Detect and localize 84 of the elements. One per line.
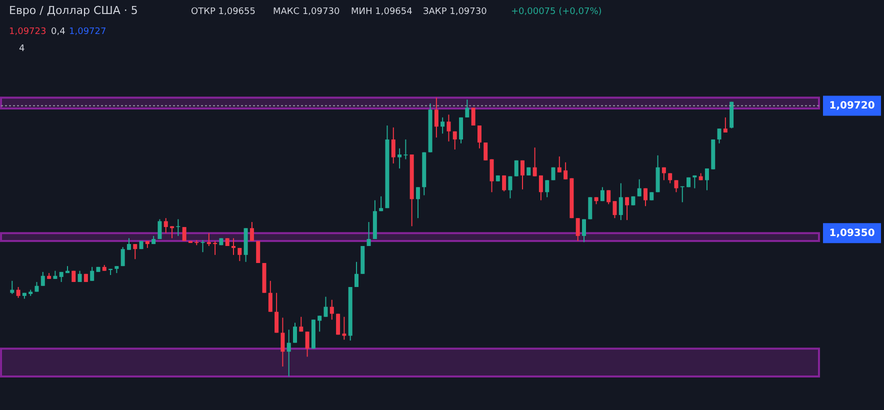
candlestick [600,186,604,202]
candlestick [342,316,346,340]
candlestick [625,196,630,221]
ref-line-label: 1,09350 [829,228,875,240]
candlestick [250,222,254,242]
candlestick [280,317,285,367]
candlestick [354,261,358,288]
text: 4 [19,44,25,54]
candlestick [232,238,236,256]
chart-title: Евро / Доллар США · 5 [9,4,138,17]
candlestick [434,97,438,138]
candlestick [662,166,666,181]
candlestick [440,116,445,134]
candlestick [532,147,537,177]
candlestick [274,292,279,334]
candlestick [692,174,697,189]
candlestick [305,331,310,358]
candlestick [459,116,464,144]
candlestick [618,182,623,221]
candlestick [717,128,722,144]
candlestick [126,238,131,250]
candlestick [446,114,451,142]
text: +0,00075 (+0,07%) [511,7,602,17]
candlestick [564,162,568,180]
candlestick [637,178,642,197]
candlestick [200,240,205,253]
candlestick [538,174,543,201]
candlestick [78,270,82,282]
candlestick [704,168,709,191]
candlestick [612,200,617,219]
ref-line-label: 1,09720 [829,100,875,112]
candlestick [643,188,648,207]
candlestick [16,286,20,298]
candlestick [668,172,672,184]
text: МИН 1,09654 [351,7,413,17]
candlestick [133,244,138,260]
candlestick [484,142,488,161]
candlestick [545,180,550,198]
candlestick [588,196,592,220]
candlestick [477,125,482,149]
candlestick [366,222,371,246]
text: ОТКР 1,09655 [191,7,256,17]
candlestick [268,280,272,312]
candlestick [324,296,328,318]
candlestick [286,329,291,378]
candlestick [40,271,45,286]
candlestick [238,247,242,262]
candlestick [416,186,420,219]
candlestick [557,156,562,173]
candlestick [120,246,125,267]
candlestick [582,218,586,243]
candlestick [606,190,611,205]
candlestick [404,138,408,160]
candlestick [170,226,174,239]
text: 1,09723 [9,27,46,37]
candlestick [514,160,518,177]
candlestick [90,266,94,282]
candlestick [502,174,506,192]
candlestick [723,116,728,133]
candlestick [299,316,304,332]
candlestick [318,315,322,332]
candlestick [164,218,168,234]
candlestick [508,176,512,199]
candlestick [206,232,211,246]
text: 1,09727 [69,27,106,37]
candlestick [10,280,14,294]
candlestick [379,196,384,212]
candlestick [471,107,476,126]
text: ЗАКР 1,09730 [423,7,488,17]
candlestick [391,126,396,164]
candlestick [398,148,402,169]
candlestick [293,322,297,344]
candlestick [576,218,580,242]
candlestick [158,218,162,240]
candlestick [490,158,494,193]
candlestick [520,160,525,190]
text: МАКС 1,09730 [273,7,340,17]
candlestick [176,218,180,236]
candlestick [182,226,186,242]
candlestick [674,180,678,193]
candlestick [452,130,457,150]
candlestick [330,299,334,320]
candlestick [465,99,470,118]
text: 0,4 [51,27,66,37]
